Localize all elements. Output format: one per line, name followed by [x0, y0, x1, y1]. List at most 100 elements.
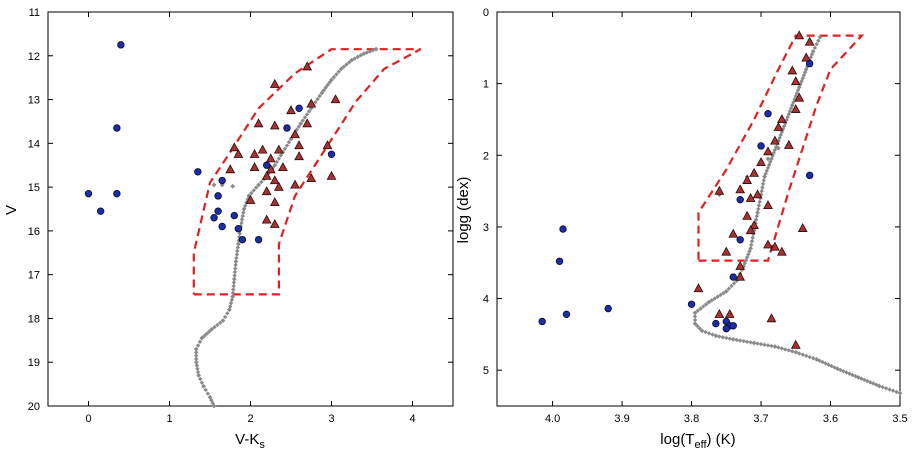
- right-isochrone-point: [760, 181, 766, 187]
- right-isochrone-point: [809, 52, 815, 57]
- right-isochrone-point: [817, 34, 823, 40]
- right-isochrone-point: [870, 381, 876, 386]
- left-isochrone-point: [215, 322, 220, 328]
- right-triangle-point: [749, 167, 759, 177]
- left-isochrone-point: [304, 112, 310, 117]
- right-isochrone-point: [829, 363, 834, 369]
- left-isochrone-point: [206, 329, 212, 334]
- left-triangle-point: [330, 94, 341, 104]
- right-isochrone-point: [723, 288, 729, 294]
- right-isochrone-point: [703, 329, 708, 335]
- left-isochrone-point: [334, 72, 339, 77]
- left-y-tick-label: 17: [28, 270, 40, 282]
- left-isochrone-point: [249, 190, 254, 196]
- left-isochrone-point: [194, 350, 199, 355]
- right-isochrone-point: [799, 79, 804, 84]
- left-isochrone-point: [308, 105, 314, 111]
- left-isochrone-point: [286, 140, 292, 145]
- left-isochrone-point: [231, 280, 237, 285]
- left-isochrone-point: [235, 245, 241, 250]
- right-isochrone-point: [710, 332, 715, 337]
- right-isochrone-point: [753, 217, 759, 222]
- right-triangle-point: [783, 139, 794, 149]
- left-isochrone-point: [195, 343, 201, 348]
- left-circle-point: [218, 222, 226, 231]
- left-triangle-point: [261, 186, 272, 196]
- right-triangle-point: [735, 260, 746, 270]
- right-isochrone-point: [776, 145, 781, 151]
- right-isochrone-point: [776, 345, 781, 350]
- right-isochrone-point: [802, 70, 808, 75]
- right-isochrone-point: [751, 340, 757, 346]
- left-isochrone-point: [282, 146, 288, 152]
- right-isochrone-point: [718, 292, 723, 298]
- right-circle-point: [805, 59, 814, 68]
- right-triangle-point: [721, 246, 732, 256]
- left-y-tick-label: 15: [28, 182, 40, 194]
- right-isochrone-point: [698, 306, 703, 311]
- right-isochrone-point: [771, 150, 776, 156]
- right-isochrone-point: [814, 42, 819, 47]
- right-isochrone-point: [742, 261, 748, 266]
- right-triangle-point: [790, 76, 801, 86]
- right-isochrone-point: [713, 333, 719, 339]
- right-circle-point: [729, 273, 737, 281]
- right-isochrone: [692, 34, 903, 396]
- right-triangle-point: [787, 65, 798, 75]
- right-triangle-point: [693, 283, 704, 293]
- right-triangle-point: [797, 223, 808, 232]
- right-isochrone-point: [756, 203, 762, 208]
- left-triangle-point: [261, 170, 272, 180]
- right-isochrone-point: [803, 66, 809, 72]
- right-isochrone-point: [765, 165, 771, 171]
- right-y-tick-label: 2: [483, 150, 489, 162]
- left-isochrone-point: [355, 54, 361, 60]
- right-isochrone-point: [803, 353, 809, 359]
- right-isochrone-point: [749, 239, 755, 244]
- left-isochrone-point: [204, 331, 209, 336]
- right-isochrone-point: [772, 344, 778, 349]
- right-triangle-point: [742, 175, 753, 184]
- right-isochrone-point: [770, 153, 775, 159]
- right-isochrone-point: [876, 383, 882, 389]
- right-x-tick-label: 3.5: [892, 413, 907, 425]
- left-isochrone-point: [220, 318, 226, 324]
- right-isochrone-point: [757, 199, 762, 205]
- left-isochrone-point: [234, 252, 240, 257]
- right-y-tick-label: 3: [483, 222, 489, 234]
- left-triangle-point: [294, 151, 304, 161]
- left-isochrone-point: [228, 300, 234, 306]
- left-isochrone-point: [228, 304, 233, 309]
- right-isochrone-point: [699, 328, 705, 334]
- right-isochrone-point: [897, 390, 903, 396]
- left-circle-point: [117, 41, 125, 49]
- right-y-tick-label: 0: [483, 7, 489, 19]
- left-triangle-point: [249, 148, 260, 158]
- left-triangle-point: [269, 218, 280, 228]
- left-triangle-point: [269, 175, 280, 185]
- right-x-tick-label: 3.9: [614, 413, 629, 425]
- left-isochrone-point: [207, 394, 213, 400]
- right-isochrone-point: [747, 249, 752, 254]
- left-isochrone-point: [358, 53, 364, 58]
- right-isochrone-point: [807, 354, 812, 360]
- right-x-tick-label: 4.0: [545, 413, 560, 425]
- right-isochrone-point: [697, 326, 702, 331]
- right-isochrone-point: [800, 352, 805, 357]
- left-y-tick-label: 13: [28, 95, 40, 107]
- left-isochrone-point: [298, 121, 304, 127]
- left-isochrone-point: [315, 96, 320, 102]
- left-isochrone-point: [199, 335, 205, 341]
- left-isochrone-point: [233, 262, 238, 268]
- right-isochrone-point: [727, 336, 732, 341]
- left-triangle-point: [233, 148, 244, 158]
- left-isochrone-point: [235, 248, 240, 254]
- right-x-tick-label: 3.8: [684, 413, 699, 425]
- left-circle-point: [263, 161, 271, 169]
- left-x-axis-label: V-Ks: [235, 431, 265, 451]
- left-isochrone-point: [241, 206, 247, 212]
- left-x-tick-label: 4: [409, 413, 415, 425]
- right-isochrone-point: [754, 213, 760, 219]
- right-isochrone-point: [762, 174, 767, 180]
- left-circle-point: [234, 224, 243, 233]
